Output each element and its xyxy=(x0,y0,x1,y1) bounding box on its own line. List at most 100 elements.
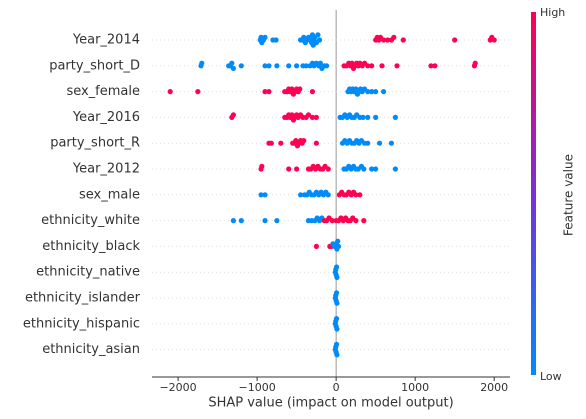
feature-label: ethnicity_white xyxy=(41,213,140,228)
dot xyxy=(380,37,387,43)
dot xyxy=(353,218,359,224)
dots xyxy=(167,32,497,358)
colorbar-label: Feature value xyxy=(562,154,576,236)
dot xyxy=(369,166,375,172)
dot xyxy=(297,192,304,198)
dot xyxy=(373,89,379,95)
dot xyxy=(316,37,323,43)
x-tick-label: 0 xyxy=(333,381,340,394)
dot xyxy=(334,326,340,332)
dot xyxy=(379,63,385,69)
dot xyxy=(324,63,330,69)
dot xyxy=(491,37,497,43)
dot xyxy=(392,114,399,120)
dot xyxy=(262,218,268,224)
dot xyxy=(365,63,371,69)
dot xyxy=(259,163,265,169)
feature-label: ethnicity_islander xyxy=(25,291,141,306)
feature-label: Year_2012 xyxy=(72,162,140,177)
dot xyxy=(432,63,438,69)
dot xyxy=(428,63,434,69)
dot xyxy=(373,166,379,172)
dot xyxy=(294,166,300,172)
dot xyxy=(266,89,272,95)
feature-label: sex_male xyxy=(79,187,140,202)
dot xyxy=(303,63,309,69)
colorbar-low: Low xyxy=(540,370,562,383)
dot xyxy=(365,140,371,146)
dot xyxy=(325,192,331,198)
feature-label: ethnicity_native xyxy=(36,265,140,280)
dot xyxy=(317,60,323,66)
dot xyxy=(361,166,367,172)
dot xyxy=(400,37,406,43)
dot xyxy=(377,140,383,146)
dot xyxy=(195,89,201,95)
dot xyxy=(262,192,268,198)
dot xyxy=(365,89,371,95)
dot xyxy=(394,63,400,69)
dot xyxy=(365,114,371,120)
dot xyxy=(335,243,342,249)
dot xyxy=(313,114,319,120)
x-tick-label: 2000 xyxy=(480,381,508,394)
dot xyxy=(268,140,274,146)
dot xyxy=(266,63,272,69)
x-axis-label: SHAP value (impact on model output) xyxy=(208,396,453,411)
feature-label: Year_2016 xyxy=(72,110,140,125)
dot xyxy=(273,37,279,43)
dot xyxy=(309,89,316,95)
feature-label: ethnicity_black xyxy=(42,239,140,254)
feature-label: party_short_D xyxy=(49,58,140,73)
dot xyxy=(388,140,395,146)
dot xyxy=(286,63,292,69)
dot xyxy=(167,89,173,95)
dot xyxy=(333,290,340,296)
dot xyxy=(238,63,244,69)
dot xyxy=(384,37,391,43)
dot xyxy=(258,192,264,198)
dot xyxy=(262,63,268,69)
dot xyxy=(369,89,375,95)
dot xyxy=(334,274,340,280)
dot xyxy=(369,63,375,69)
dot xyxy=(278,140,284,146)
dot xyxy=(472,60,478,66)
dot xyxy=(333,341,340,347)
dot xyxy=(315,32,321,38)
dot xyxy=(229,60,235,66)
dot xyxy=(353,192,359,198)
dot xyxy=(452,37,458,43)
colorbar xyxy=(531,12,536,375)
dot xyxy=(334,300,340,306)
dot xyxy=(286,166,292,172)
dot xyxy=(309,114,316,120)
dot xyxy=(274,63,280,69)
dot xyxy=(329,218,335,224)
dot xyxy=(262,34,268,41)
dot xyxy=(361,218,367,224)
dot xyxy=(380,89,387,95)
dot xyxy=(262,89,268,95)
dot xyxy=(313,140,319,146)
rows xyxy=(152,10,510,377)
feature-label: party_short_R xyxy=(50,136,140,151)
dot xyxy=(230,65,236,71)
x-tick-label: −2000 xyxy=(159,381,196,394)
dot xyxy=(301,138,307,144)
dot xyxy=(392,166,399,172)
dot xyxy=(238,218,244,224)
dot xyxy=(391,34,397,41)
dot xyxy=(230,112,236,118)
dot xyxy=(230,218,236,224)
dot xyxy=(297,86,303,92)
dot xyxy=(334,352,340,358)
dot xyxy=(199,60,205,66)
x-tick-label: −1000 xyxy=(238,381,275,394)
dot xyxy=(313,243,319,249)
feature-label: sex_female xyxy=(66,84,140,99)
colorbar-high: High xyxy=(540,6,565,19)
dot xyxy=(373,114,379,120)
dot xyxy=(274,218,280,224)
